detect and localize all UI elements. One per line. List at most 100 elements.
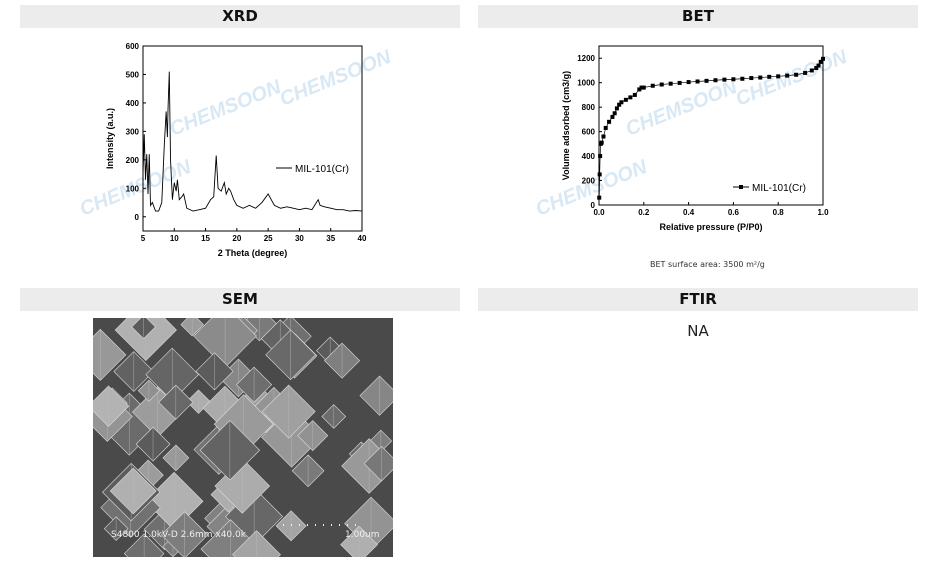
- y-tick-label: 400: [582, 152, 596, 161]
- watermark: CHEMSOON: [277, 46, 395, 111]
- x-tick-label: 0.2: [638, 208, 650, 217]
- section-header-bet: BET: [478, 5, 918, 28]
- sem-scale-tick: [307, 524, 308, 526]
- data-point: [614, 106, 619, 111]
- data-point: [617, 102, 622, 107]
- sem-scale-caption: 1.00um: [345, 530, 380, 540]
- data-point: [597, 195, 602, 200]
- sem-scale-tick: [283, 524, 284, 526]
- sem-scale-tick: [291, 524, 292, 526]
- sem-crystal: [359, 375, 400, 416]
- data-point: [632, 92, 637, 97]
- sem-scale-tick: [299, 524, 300, 526]
- x-tick-label: 0.8: [773, 208, 785, 217]
- data-point: [731, 77, 736, 82]
- data-point: [612, 111, 617, 116]
- y-tick-label: 600: [582, 128, 596, 137]
- data-point: [767, 74, 772, 79]
- legend-label: MIL-101(Cr): [295, 164, 349, 175]
- data-point: [821, 56, 825, 61]
- x-tick-label: 0.4: [683, 208, 695, 217]
- data-point: [597, 172, 602, 177]
- data-point: [639, 85, 644, 90]
- y-tick-label: 300: [126, 127, 140, 136]
- data-point: [785, 73, 790, 78]
- sem-scale-tick: [315, 524, 316, 526]
- data-point: [758, 75, 763, 80]
- data-point: [749, 76, 754, 81]
- x-tick-label: 0.6: [728, 208, 740, 217]
- legend-marker: [739, 185, 743, 189]
- x-tick-label: 1.0: [817, 208, 829, 217]
- data-point: [650, 83, 655, 88]
- x-tick-label: 15: [201, 234, 210, 243]
- x-tick-label: 10: [170, 234, 179, 243]
- watermark: CHEMSOON: [533, 156, 651, 221]
- data-point: [713, 78, 718, 83]
- legend-label: MIL-101(Cr): [752, 183, 806, 194]
- y-tick-label: 200: [126, 156, 140, 165]
- x-tick-label: 20: [232, 234, 241, 243]
- x-tick-label: 35: [326, 234, 335, 243]
- section-header-xrd: XRD: [20, 5, 460, 28]
- data-point: [619, 100, 624, 105]
- y-tick-label: 100: [126, 184, 140, 193]
- section-header-sem: SEM: [20, 288, 460, 311]
- data-point: [659, 82, 664, 87]
- data-point: [816, 63, 821, 68]
- data-point: [803, 70, 808, 75]
- x-tick-label: 25: [264, 234, 273, 243]
- watermark: CHEMSOON: [167, 76, 285, 141]
- x-axis-label: 2 Theta (degree): [218, 248, 288, 258]
- data-point: [603, 125, 608, 130]
- x-axis-label: Relative pressure (P/P0): [659, 222, 762, 232]
- y-axis-label: Intensity (a.u.): [105, 108, 115, 169]
- y-tick-label: 0: [591, 201, 596, 210]
- y-tick-label: 500: [126, 70, 140, 79]
- data-point: [818, 59, 823, 64]
- data-point: [623, 97, 628, 102]
- plot-frame: [142, 45, 363, 232]
- data-point: [641, 85, 646, 90]
- series-line: [142, 71, 363, 212]
- data-point: [598, 154, 603, 159]
- y-tick-label: 400: [126, 99, 140, 108]
- data-point: [722, 77, 727, 82]
- data-point: [794, 72, 799, 77]
- y-axis-label: Volume adsorbed (cm3/g): [561, 71, 571, 180]
- x-tick-label: 30: [295, 234, 304, 243]
- data-point: [704, 78, 709, 83]
- sem-scale-tick: [347, 524, 348, 526]
- bet-surface-area-note: BET surface area: 3500 m²/g: [650, 260, 765, 269]
- data-point: [610, 114, 615, 119]
- y-tick-label: 1000: [577, 79, 595, 88]
- sem-info-caption: S4800 1.0kV-D 2.6mm x40.0k: [111, 530, 246, 540]
- sem-image: S4800 1.0kV-D 2.6mm x40.0k 1.00um: [74, 298, 400, 567]
- y-tick-label: 600: [126, 42, 140, 51]
- data-point: [637, 87, 642, 92]
- data-point: [677, 80, 682, 85]
- y-tick-label: 800: [582, 103, 596, 112]
- data-point: [601, 134, 606, 139]
- data-point: [740, 76, 745, 81]
- data-point: [809, 68, 814, 73]
- data-point: [776, 74, 781, 79]
- data-point: [607, 119, 612, 124]
- y-tick-label: 1200: [577, 54, 595, 63]
- sem-scale-tick: [323, 524, 324, 526]
- x-tick-label: 0.0: [593, 208, 605, 217]
- data-point: [668, 81, 673, 86]
- x-tick-label: 5: [141, 234, 146, 243]
- data-point: [599, 140, 604, 145]
- data-point: [686, 80, 691, 85]
- data-point: [628, 95, 633, 100]
- data-point: [814, 66, 819, 71]
- y-tick-label: 0: [135, 213, 140, 222]
- sem-scale-tick: [331, 524, 332, 526]
- ftir-value: NA: [687, 322, 709, 340]
- sem-scale-tick: [355, 524, 356, 526]
- plot-frame: [598, 45, 824, 206]
- x-tick-label: 40: [358, 234, 367, 243]
